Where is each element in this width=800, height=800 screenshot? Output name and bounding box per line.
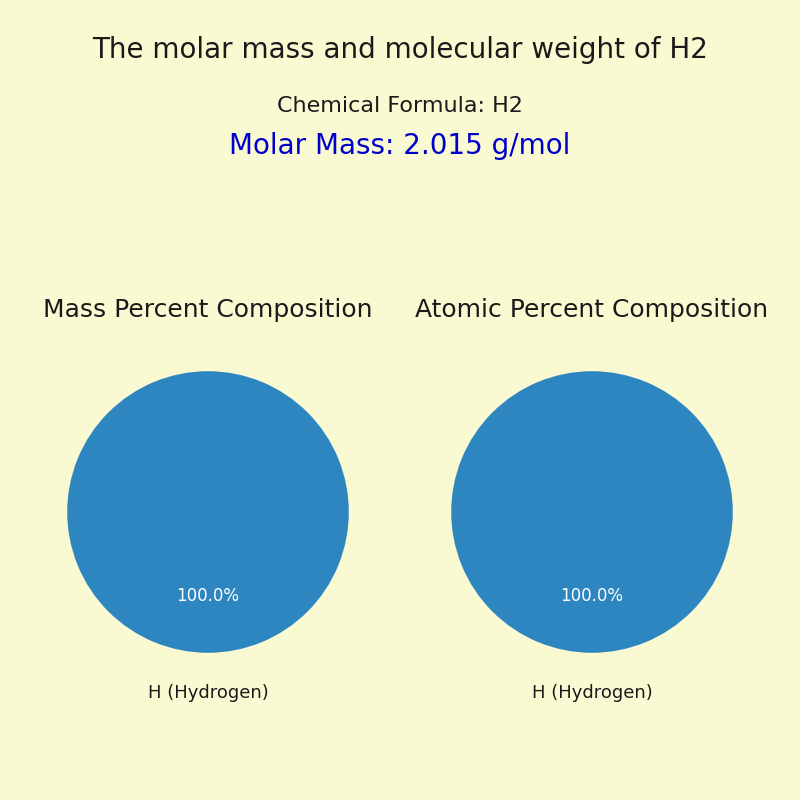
Text: Chemical Formula: H2: Chemical Formula: H2 [277, 96, 523, 116]
Title: Mass Percent Composition: Mass Percent Composition [43, 298, 373, 322]
Title: Atomic Percent Composition: Atomic Percent Composition [415, 298, 769, 322]
Text: H (Hydrogen): H (Hydrogen) [148, 684, 268, 702]
Text: The molar mass and molecular weight of H2: The molar mass and molecular weight of H… [92, 36, 708, 64]
Wedge shape [67, 371, 349, 653]
Text: 100.0%: 100.0% [561, 587, 623, 606]
Wedge shape [451, 371, 733, 653]
Text: Molar Mass: 2.015 g/mol: Molar Mass: 2.015 g/mol [230, 132, 570, 160]
Text: 100.0%: 100.0% [177, 587, 239, 606]
Text: H (Hydrogen): H (Hydrogen) [532, 684, 652, 702]
